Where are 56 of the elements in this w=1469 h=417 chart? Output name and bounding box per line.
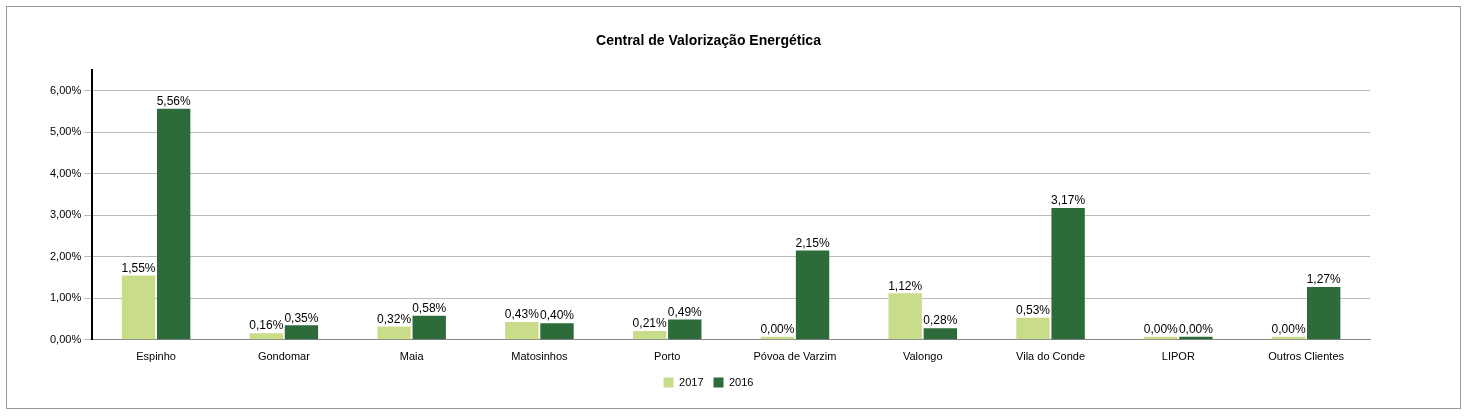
x-tick-label: Outros Clientes [1268, 350, 1345, 363]
bar [1016, 317, 1050, 340]
data-label: 0,32% [377, 311, 412, 326]
bar [795, 250, 830, 340]
data-label: 0,35% [284, 310, 319, 325]
bar [923, 328, 958, 340]
data-label: 0,16% [249, 318, 284, 333]
bar [505, 321, 539, 340]
x-tick-label: Vila do Conde [1016, 350, 1085, 363]
data-label: 2,15% [795, 235, 830, 250]
x-tick-label: LIPOR [1161, 350, 1195, 363]
data-label: 0,00% [1143, 322, 1179, 337]
data-label: 0,58% [412, 301, 447, 316]
data-label: 0,21% [632, 316, 667, 331]
y-tick-label: 6,00% [49, 83, 82, 96]
data-label: 0,00% [1271, 322, 1306, 337]
x-tick-label: Matosinhos [511, 350, 569, 363]
bar [121, 275, 156, 340]
bar [249, 333, 283, 340]
data-label: 0,40% [539, 308, 575, 323]
bar [1051, 208, 1085, 340]
data-label: 3,17% [1051, 193, 1086, 208]
x-tick-label: Maia [399, 350, 425, 363]
data-label: 0,53% [1015, 303, 1051, 318]
x-tick-label: Porto [654, 350, 681, 363]
y-tick-label: 5,00% [49, 125, 82, 138]
bar [1306, 287, 1341, 340]
y-tick-label: 1,00% [49, 291, 82, 304]
y-tick-label: 0,00% [49, 332, 82, 345]
data-label: 0,00% [760, 322, 795, 337]
bar [540, 323, 574, 340]
x-tick-label: Gondomar [257, 350, 311, 363]
bar [632, 331, 667, 340]
y-tick-label: 2,00% [49, 249, 82, 262]
data-label: 0,00% [1178, 322, 1214, 337]
data-label: 5,56% [156, 94, 191, 109]
data-label: 0,49% [667, 304, 703, 319]
bar [668, 319, 702, 340]
data-label: 1,27% [1306, 272, 1342, 287]
chart-title: Central de Valorização Energética [596, 32, 822, 49]
x-tick-label: Espinho [136, 350, 176, 363]
bar [412, 315, 446, 340]
data-label: 1,55% [121, 260, 156, 275]
legend-label: 2017 [679, 375, 704, 388]
data-label: 0,43% [504, 307, 540, 322]
x-tick-label: Valongo [902, 350, 943, 363]
bar [888, 293, 922, 340]
x-tick-label: Póvoa de Varzim [753, 350, 837, 363]
y-tick-label: 3,00% [49, 208, 82, 221]
data-label: 0,28% [923, 313, 958, 328]
bar [284, 325, 319, 340]
y-tick-label: 4,00% [49, 166, 82, 179]
data-label: 1,12% [888, 278, 923, 293]
bar [377, 326, 411, 340]
legend-label: 2016 [729, 375, 754, 388]
bar [156, 108, 191, 340]
